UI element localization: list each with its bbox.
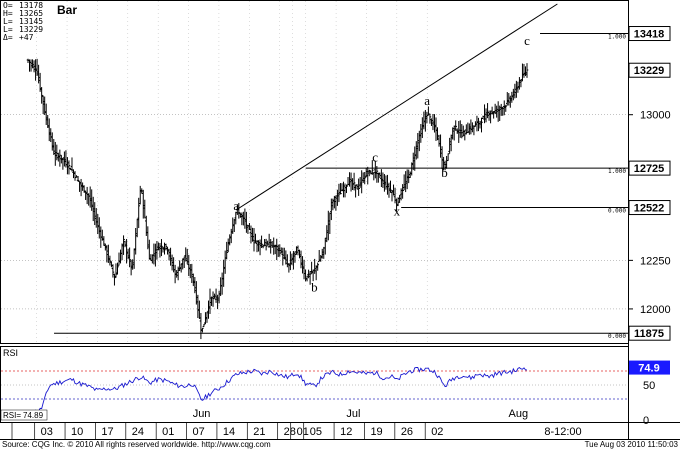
price-tick-label: 12250 <box>640 255 671 267</box>
rsi-bottom-readout-box <box>0 409 48 421</box>
price-marker-label: 12522 <box>634 203 665 215</box>
day-label: 14 <box>223 426 235 438</box>
footer-timestamp: Tue Aug 03 2010 11:50:03 <box>585 440 679 449</box>
price-marker-box <box>628 325 671 341</box>
price-marker-label: 12725 <box>634 163 665 175</box>
day-label: 05 <box>310 426 322 438</box>
month-label: Jul <box>346 408 360 420</box>
fib-level-label: 1.000 <box>608 168 626 175</box>
price-marker-label: 13229 <box>634 65 665 77</box>
day-label: 03 <box>41 426 53 438</box>
day-label: 07 <box>193 426 205 438</box>
day-label: 28 <box>284 426 296 438</box>
wave-labels: a b c x a b c <box>233 33 530 295</box>
price-marker-box <box>628 200 671 216</box>
price-tick-label: 12000 <box>640 304 671 316</box>
rsi-readout-box <box>629 360 670 375</box>
fib-levels: 1.000 1.000 0.000 0.000 <box>54 33 628 340</box>
day-label: 19 <box>370 426 382 438</box>
price-marker-box <box>628 62 671 78</box>
day-label: 12 <box>340 426 352 438</box>
ohlc-change-label: Δ= <box>3 33 13 42</box>
price-scale: 13000 12250 12000 13418 13229 12725 12522 11875 <box>628 26 671 341</box>
rsi-panel: 50 0 74.9 <box>1 360 670 427</box>
day-label: 01 <box>162 426 174 438</box>
ohlc-low-value: 13145 <box>19 17 43 26</box>
price-marker-box <box>628 26 671 42</box>
day-label: 24 <box>132 426 144 438</box>
wave-label: a <box>424 93 430 108</box>
ohlc-open-label: O= <box>3 1 13 10</box>
footer-source: Source: CQG Inc. © 2010 All rights reser… <box>2 440 271 449</box>
ohlc-high-value: 13265 <box>19 9 43 18</box>
month-label: Aug <box>509 408 529 420</box>
price-tick-label: 13000 <box>640 110 671 122</box>
session-label: 8-12:00 <box>544 426 581 438</box>
rsi-bottom-readout: 74.89 <box>23 411 44 420</box>
fib-level-label: 0.000 <box>608 333 626 340</box>
trendlines <box>236 3 558 211</box>
rsi-tick-label: 0 <box>643 415 649 427</box>
fib-level-label: 1.000 <box>608 34 626 41</box>
wave-trendline <box>236 3 558 211</box>
wave-label: c <box>372 149 378 164</box>
ohlc-open-value: 13178 <box>19 1 43 10</box>
day-label: 10 <box>71 426 83 438</box>
day-label: 01 <box>297 426 309 438</box>
day-label: 17 <box>101 426 113 438</box>
wave-label: b <box>441 165 448 180</box>
ohlc-last-label: L= <box>3 25 13 34</box>
rsi-line <box>27 367 527 416</box>
ohlc-last-value: 13229 <box>19 25 43 34</box>
day-label: 02 <box>431 426 443 438</box>
day-label: 26 <box>401 426 413 438</box>
month-label: Jun <box>193 408 211 420</box>
day-label: 21 <box>253 426 265 438</box>
wave-label: b <box>311 279 318 294</box>
rsi-readout: 74.9 <box>638 363 659 375</box>
wave-label: x <box>394 204 401 219</box>
wave-label: a <box>233 198 239 213</box>
price-grid <box>1 1 628 343</box>
price-marker-box <box>628 160 671 176</box>
rsi-tick-label: 50 <box>643 380 655 392</box>
price-bars <box>26 58 529 340</box>
price-marker-label: 11875 <box>634 328 664 340</box>
ohlc-change-value: +47 <box>19 33 34 42</box>
wave-label: c <box>524 33 530 48</box>
rsi-label: RSI <box>3 348 18 358</box>
price-marker-label: 13418 <box>634 29 665 41</box>
rsi-bottom-readout-prefix: RSI= <box>3 411 21 420</box>
fib-level-label: 0.000 <box>608 208 626 215</box>
ohlc-low-label: L= <box>3 17 13 26</box>
chart-title: Bar <box>57 3 77 17</box>
ohlc-high-label: H= <box>3 9 13 18</box>
ohlc-readout: O= 13178 H= 13265 L= 13145 L= 13229 Δ= +… <box>3 1 43 42</box>
